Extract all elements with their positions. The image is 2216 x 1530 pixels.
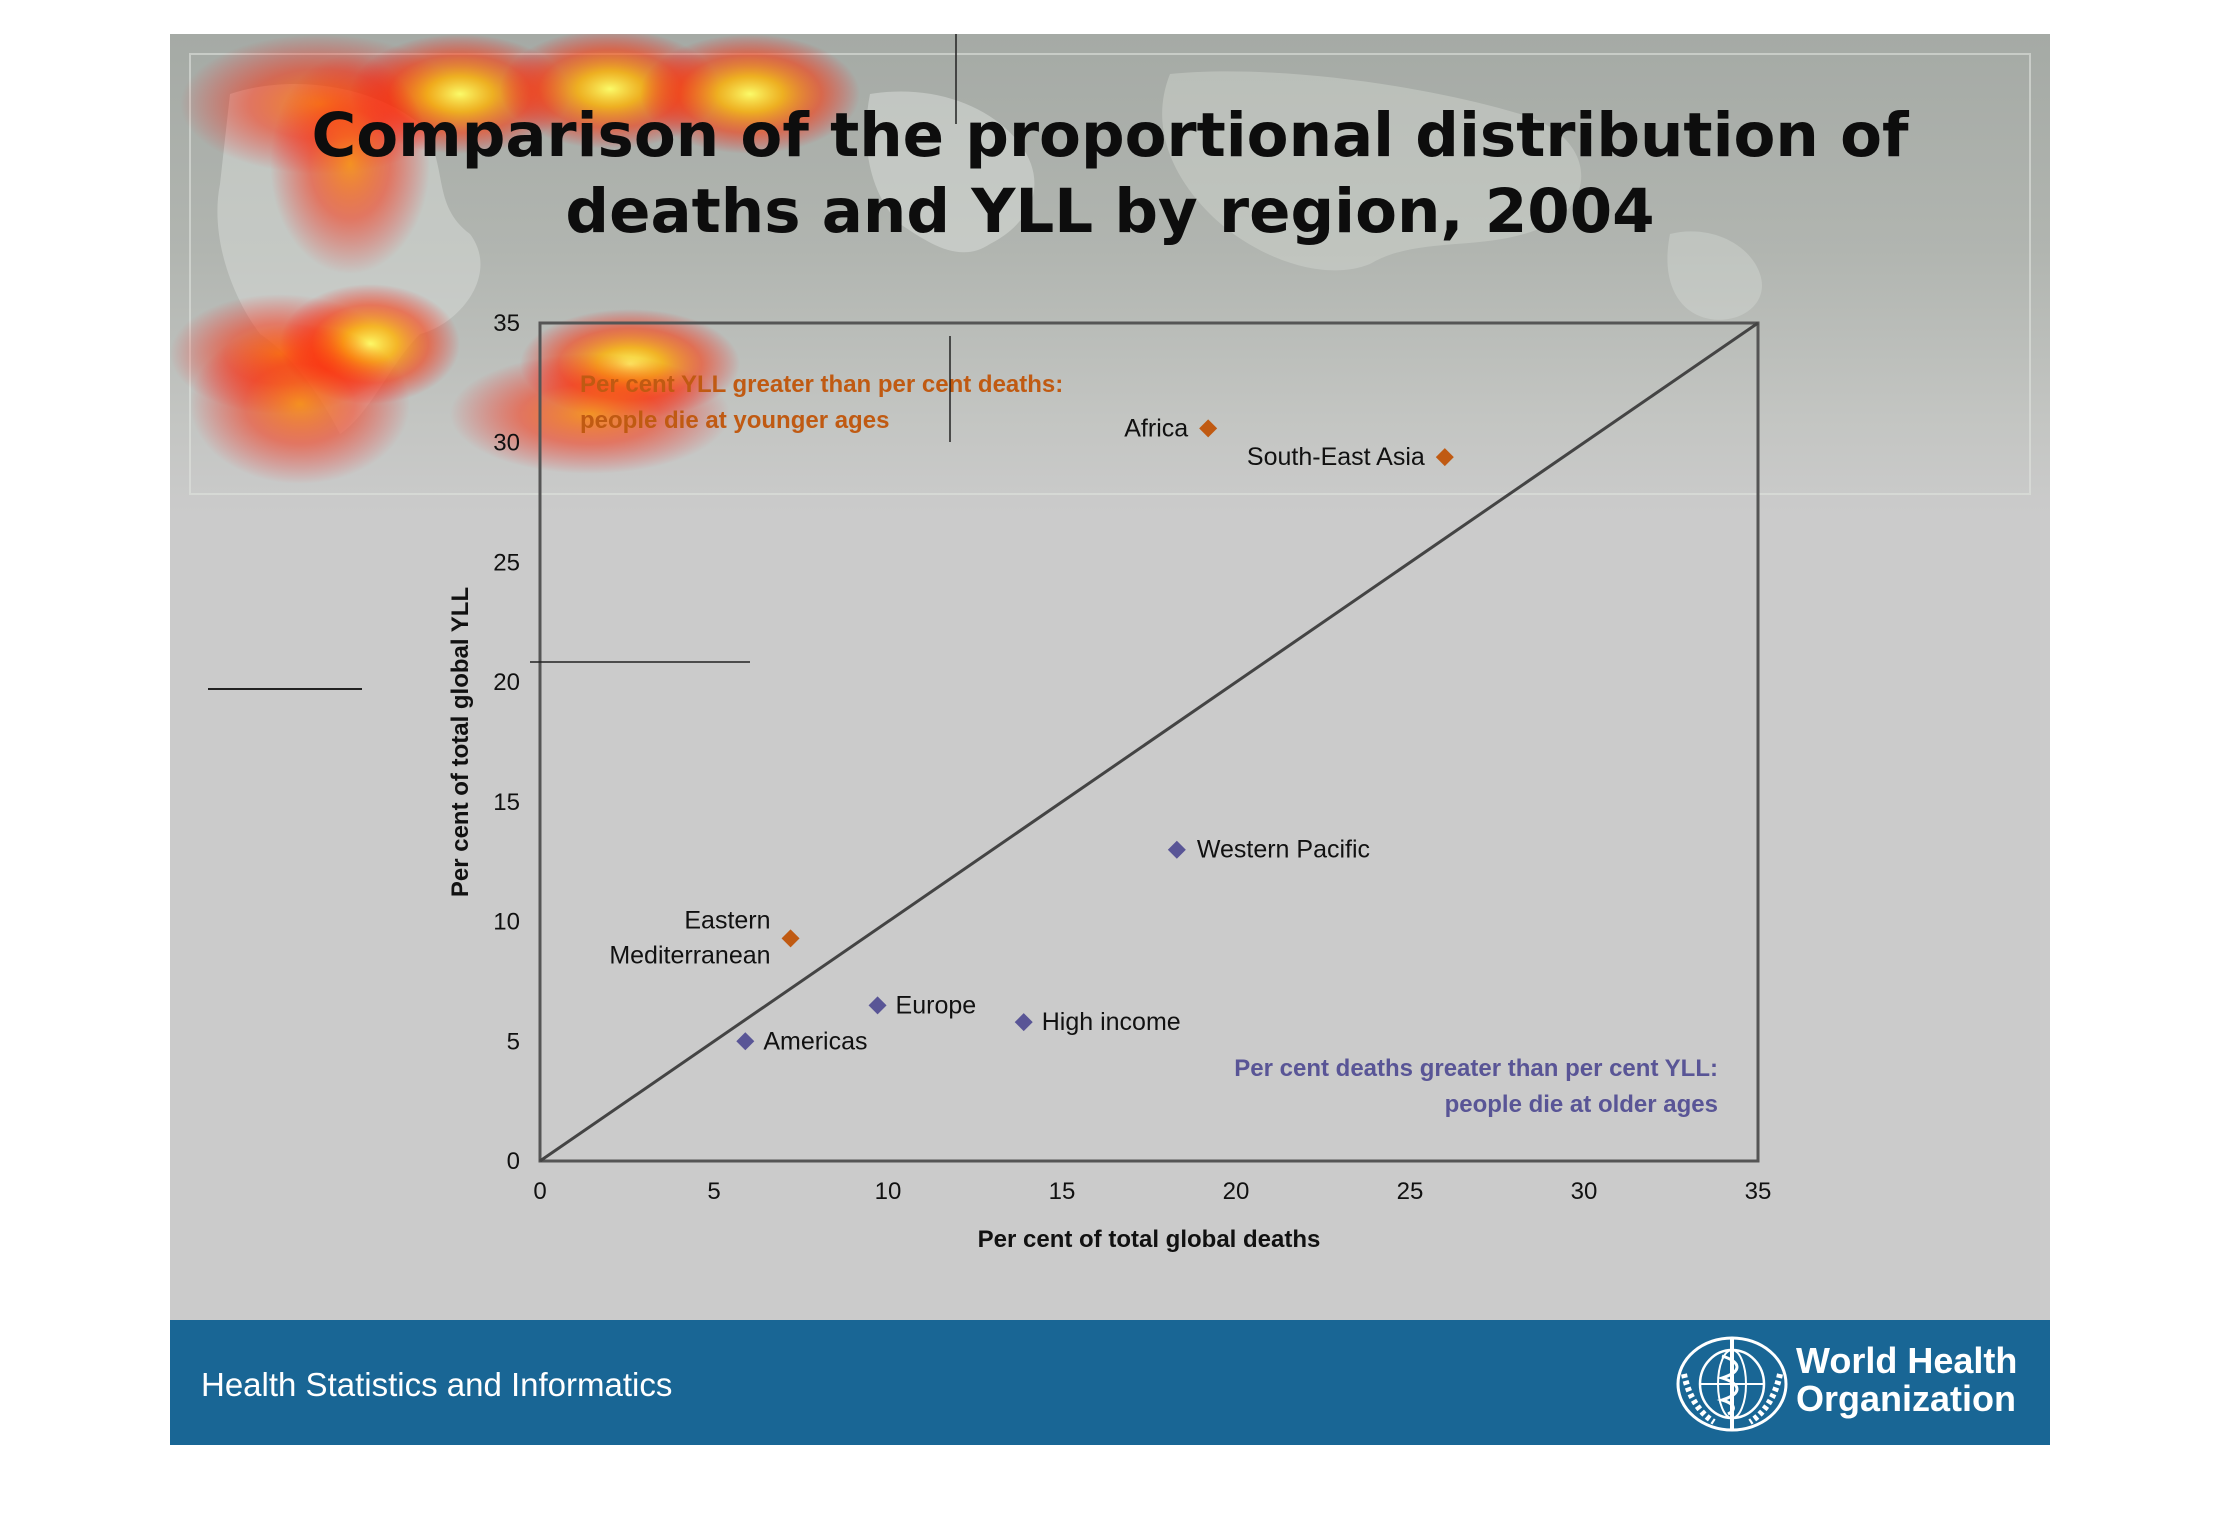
organization-name-line1: World Health xyxy=(1796,1340,2018,1381)
data-point-marker xyxy=(1167,840,1186,859)
data-point-marker xyxy=(1014,1013,1033,1032)
x-tick-label: 10 xyxy=(875,1178,902,1205)
x-tick-label: 30 xyxy=(1571,1178,1598,1205)
y-axis-label: Per cent of total global YLL xyxy=(447,587,474,897)
y-tick-label: 30 xyxy=(493,430,520,457)
data-point-label: South-East Asia xyxy=(1247,443,1425,471)
annotation-older-line2: people die at older ages xyxy=(1445,1091,1718,1118)
plot-area xyxy=(538,321,1760,1163)
data-point-label: Europe xyxy=(896,991,977,1019)
x-axis-label: Per cent of total global deaths xyxy=(978,1226,1321,1253)
data-point-label: High income xyxy=(1042,1008,1181,1036)
y-tick-label: 15 xyxy=(493,789,520,816)
data-point-label: Eastern xyxy=(684,906,770,934)
x-tick-label: 5 xyxy=(707,1178,720,1205)
x-tick-label: 35 xyxy=(1745,1178,1772,1205)
data-point-label: Americas xyxy=(763,1027,867,1055)
x-tick-label: 25 xyxy=(1397,1178,1424,1205)
equality-reference-line xyxy=(539,321,1759,1163)
data-point-marker xyxy=(1199,419,1218,438)
y-tick-label: 25 xyxy=(493,549,520,576)
slide-title: Comparison of the proportional distribut… xyxy=(170,98,2050,250)
data-point-marker xyxy=(1435,448,1454,467)
data-point-marker xyxy=(868,996,887,1015)
slide-title-line2: deaths and YLL by region, 2004 xyxy=(565,176,1655,247)
annotation-younger-line1: Per cent YLL greater than per cent death… xyxy=(580,371,1063,398)
x-tick-label: 15 xyxy=(1049,1178,1076,1205)
data-point-label: Africa xyxy=(1124,414,1188,442)
y-tick-label: 0 xyxy=(507,1148,520,1175)
annotation-older-line1: Per cent deaths greater than per cent YL… xyxy=(1234,1055,1718,1082)
y-tick-label: 35 xyxy=(493,310,520,337)
slide-footer: Health Statistics and Informatics World … xyxy=(170,1320,2050,1445)
scatter-chart: 0 5 10 15 20 25 30 35 0 5 10 15 20 25 30 35 Africa Sout… xyxy=(208,34,1772,1253)
y-tick-label: 20 xyxy=(493,669,520,696)
organization-name-line2: Organization xyxy=(1796,1378,2017,1419)
slide: Comparison of the proportional distribut… xyxy=(170,34,2050,1445)
slide-title-line1: Comparison of the proportional distribut… xyxy=(311,100,1909,171)
organization-name: World Health Organization xyxy=(1796,1342,2017,1418)
data-point-marker xyxy=(781,929,800,948)
data-point-marker xyxy=(736,1032,755,1051)
x-tick-label: 20 xyxy=(1223,1178,1250,1205)
y-tick-label: 10 xyxy=(493,909,520,936)
data-point-label: Mediterranean xyxy=(609,941,770,969)
who-emblem-icon xyxy=(1676,1336,1788,1432)
y-tick-label: 5 xyxy=(507,1028,520,1055)
x-tick-label: 0 xyxy=(533,1178,546,1205)
footer-department-name: Health Statistics and Informatics xyxy=(201,1366,673,1403)
data-point-label: Western Pacific xyxy=(1197,836,1370,864)
annotation-younger-line2: people die at younger ages xyxy=(580,407,889,434)
